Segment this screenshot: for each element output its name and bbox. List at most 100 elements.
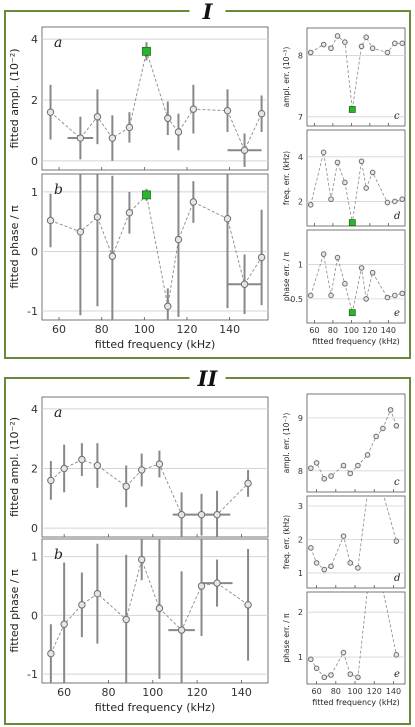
data-point	[373, 433, 379, 440]
data-point	[164, 114, 172, 122]
y-axis-label: phase err. / π	[282, 613, 291, 663]
data-point	[78, 455, 86, 464]
x-tick-label: 100	[142, 686, 163, 699]
data-point	[189, 198, 198, 206]
panel-I-b: -1 0 1 60 80 100 120 140 fitted frequency (kHz) f…	[8, 173, 269, 351]
plot-marks	[307, 33, 405, 113]
data-point	[76, 134, 85, 142]
y-tick-label: 0	[31, 155, 38, 168]
data-point	[93, 589, 102, 598]
data-point	[189, 105, 198, 113]
data-point	[347, 470, 354, 477]
panel-letter: a	[54, 35, 62, 51]
data-point	[358, 43, 365, 50]
y-axis-label: freq. err. (kHz)	[282, 515, 291, 569]
data-point	[320, 41, 327, 48]
x-tick-label: 100	[347, 687, 362, 696]
data-point	[177, 626, 186, 634]
series-line	[50, 193, 262, 307]
data-point	[380, 425, 386, 432]
data-point	[93, 461, 102, 470]
data-point	[393, 652, 400, 658]
data-point	[328, 196, 334, 203]
x-tick-label: 140	[381, 326, 396, 335]
data-point	[155, 604, 164, 613]
data-point	[384, 294, 391, 301]
data-point	[138, 466, 146, 474]
plot-area	[41, 538, 269, 684]
data-point	[364, 452, 371, 458]
data-point	[334, 159, 341, 166]
data-point	[320, 149, 327, 156]
y-axis-label: fitted phase / π	[8, 569, 21, 653]
y-tick-label: 4	[298, 153, 303, 162]
data-point	[399, 290, 405, 297]
x-tick-label: 120	[367, 687, 382, 696]
data-point	[47, 476, 55, 485]
data-point	[60, 464, 68, 473]
data-point	[240, 280, 249, 288]
x-axis-label: fitted frequency (kHz)	[312, 698, 400, 707]
data-point	[347, 560, 354, 566]
highlight-point	[348, 219, 356, 226]
y-tick-label: 0.5	[290, 295, 303, 304]
series-line	[310, 496, 397, 571]
panel-letter: e	[394, 308, 400, 319]
y-tick-label: 4	[31, 403, 38, 416]
data-point	[244, 601, 252, 609]
data-point	[60, 620, 68, 628]
plot-marks	[47, 443, 252, 537]
plot-area	[41, 396, 269, 538]
y-tick-label: 1	[298, 569, 303, 578]
data-point	[392, 40, 398, 47]
data-point	[363, 296, 369, 302]
plot-area	[306, 129, 406, 227]
data-point	[328, 45, 334, 52]
series-line	[310, 408, 397, 480]
x-tick-label: 80	[328, 326, 338, 335]
y-tick-label: 2	[298, 197, 303, 206]
y-tick-label: 2	[31, 462, 38, 475]
panel-I-c: 7 8 ampl. err. (10⁻³) c	[282, 27, 406, 127]
x-tick-label: 120	[187, 686, 208, 699]
data-point	[347, 671, 354, 677]
panel-II-a: 0 2 4 fitted ampl. (10⁻²) a	[8, 396, 269, 538]
x-tick-label: 140	[219, 323, 240, 336]
y-axis-label: ampl. err. (10⁻³)	[282, 47, 291, 108]
data-point	[392, 198, 398, 205]
block-label-bg-2	[189, 367, 226, 389]
data-point	[321, 566, 328, 573]
data-point	[387, 407, 394, 413]
y-axis-label: fitted ampl. (10⁻²)	[8, 48, 21, 148]
plot-marks	[308, 592, 400, 681]
panel-I-a: 0 2 4 fitted ampl. (10⁻²) a	[8, 26, 269, 171]
y-axis-label: fitted phase / π	[8, 205, 21, 289]
data-point	[138, 555, 146, 564]
data-point	[334, 254, 341, 261]
data-point	[369, 169, 376, 176]
data-point	[308, 656, 314, 663]
data-point	[197, 582, 206, 590]
data-point	[174, 235, 183, 244]
data-point	[342, 179, 348, 186]
data-point	[384, 49, 391, 56]
highlight-point	[348, 309, 356, 317]
data-point	[257, 253, 266, 262]
data-point	[328, 473, 334, 479]
highlight-point	[142, 190, 151, 200]
plot-marks	[307, 251, 405, 317]
x-axis-label: fitted frequency (kHz)	[95, 701, 215, 714]
data-point	[399, 196, 405, 203]
data-point	[46, 108, 55, 116]
y-tick-label: 3	[298, 502, 303, 511]
plot-area	[306, 229, 406, 324]
plot-marks	[308, 407, 400, 482]
panel-II-d: 1 2 3 freq. err. (kHz) d	[282, 495, 406, 589]
x-axis-label: fitted frequency (kHz)	[312, 337, 400, 346]
y-tick-label: -1	[27, 305, 38, 318]
data-point	[363, 185, 369, 191]
data-point	[257, 110, 266, 118]
data-point	[342, 39, 348, 45]
data-point	[399, 40, 405, 47]
